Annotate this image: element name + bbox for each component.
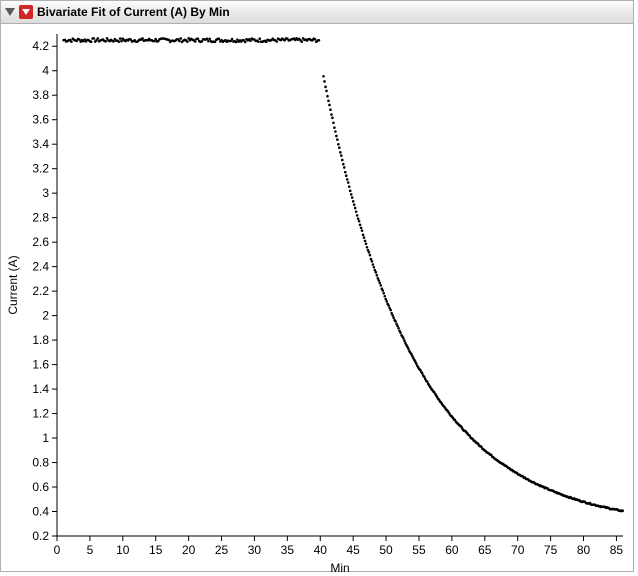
svg-text:0.8: 0.8 xyxy=(32,456,49,470)
svg-text:75: 75 xyxy=(544,543,558,557)
svg-text:2.4: 2.4 xyxy=(32,260,49,274)
svg-text:60: 60 xyxy=(445,543,459,557)
svg-text:50: 50 xyxy=(379,543,393,557)
svg-text:2: 2 xyxy=(42,309,49,323)
report-panel: Bivariate Fit of Current (A) By Min 0510… xyxy=(0,0,634,572)
panel-header: Bivariate Fit of Current (A) By Min xyxy=(1,0,633,24)
svg-text:70: 70 xyxy=(511,543,525,557)
svg-text:3.4: 3.4 xyxy=(32,137,49,151)
svg-text:0: 0 xyxy=(54,543,61,557)
disclosure-icon[interactable] xyxy=(5,8,15,16)
svg-text:0.4: 0.4 xyxy=(32,505,49,519)
svg-text:2.2: 2.2 xyxy=(32,284,49,298)
svg-text:3.8: 3.8 xyxy=(32,88,49,102)
svg-text:65: 65 xyxy=(478,543,492,557)
svg-text:1.4: 1.4 xyxy=(32,382,49,396)
svg-text:2.8: 2.8 xyxy=(32,211,49,225)
svg-text:45: 45 xyxy=(346,543,360,557)
svg-text:25: 25 xyxy=(215,543,229,557)
svg-text:55: 55 xyxy=(412,543,426,557)
svg-text:30: 30 xyxy=(248,543,262,557)
svg-text:80: 80 xyxy=(577,543,591,557)
svg-text:5: 5 xyxy=(87,543,94,557)
svg-text:1.6: 1.6 xyxy=(32,358,49,372)
svg-text:40: 40 xyxy=(314,543,328,557)
svg-text:1.2: 1.2 xyxy=(32,407,49,421)
svg-text:1.8: 1.8 xyxy=(32,333,49,347)
svg-text:3.2: 3.2 xyxy=(32,162,49,176)
svg-text:35: 35 xyxy=(281,543,295,557)
svg-text:Min: Min xyxy=(330,561,349,572)
svg-text:15: 15 xyxy=(149,543,163,557)
svg-text:0.2: 0.2 xyxy=(32,529,49,543)
svg-text:1: 1 xyxy=(42,431,49,445)
svg-text:Current (A): Current (A) xyxy=(6,255,20,314)
svg-text:3: 3 xyxy=(42,186,49,200)
svg-text:4.2: 4.2 xyxy=(32,39,49,53)
hotspot-icon[interactable] xyxy=(19,5,33,19)
svg-text:0.6: 0.6 xyxy=(32,480,49,494)
svg-text:85: 85 xyxy=(610,543,624,557)
svg-text:10: 10 xyxy=(116,543,130,557)
svg-text:3.6: 3.6 xyxy=(32,113,49,127)
panel-title: Bivariate Fit of Current (A) By Min xyxy=(37,1,230,23)
plot-area: 0 5 10 15 20 25 30 35 40 45 50 55 60 65 70 75 80 85 0.2 0.4… xyxy=(1,24,633,572)
svg-text:20: 20 xyxy=(182,543,196,557)
svg-text:4: 4 xyxy=(42,64,49,78)
svg-text:2.6: 2.6 xyxy=(32,235,49,249)
scatter-chart: 0 5 10 15 20 25 30 35 40 45 50 55 60 65 70 75 80 85 0.2 0.4… xyxy=(1,24,633,572)
